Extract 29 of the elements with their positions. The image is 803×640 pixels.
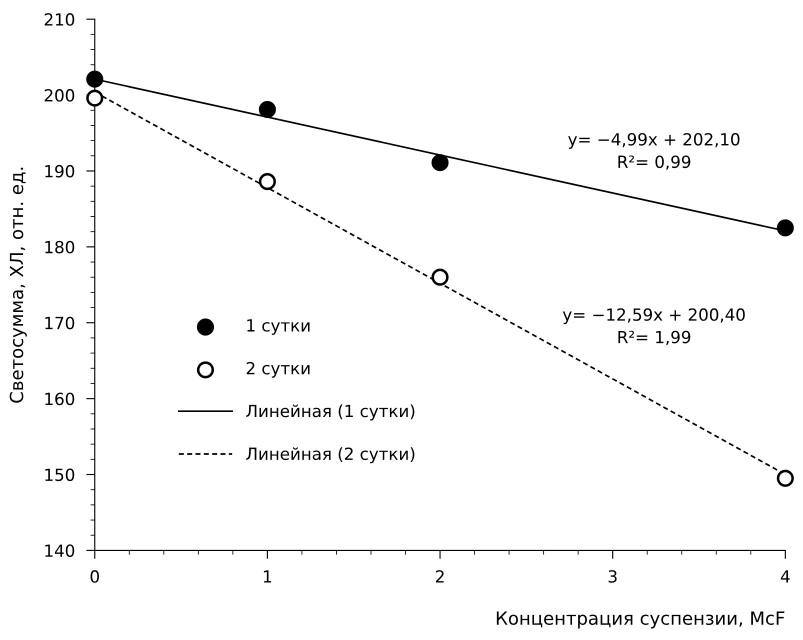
x-tick-label: 1 <box>264 570 272 583</box>
y-tick-label: 180 <box>45 240 74 254</box>
x-tick-label: 2 <box>436 570 444 583</box>
legend-label: 1 сутки <box>247 319 310 335</box>
y-tick-label: 140 <box>45 544 74 557</box>
y-tick-label: 210 <box>44 13 74 26</box>
y-tick-label: 200 <box>44 89 74 102</box>
point <box>432 154 449 172</box>
x-tick-label: 3 <box>608 570 617 583</box>
point <box>776 470 794 487</box>
annotation: y= −12,59x + 200,40 R²= 1,99 <box>562 308 745 346</box>
y-tick-label: 160 <box>45 392 74 406</box>
y-tick-label: 150 <box>45 468 74 482</box>
annotation: y= −4,99x + 202,10 R²= 0,99 <box>568 133 740 170</box>
point <box>776 219 794 236</box>
x-tick-label: 0 <box>90 570 99 583</box>
point <box>86 70 104 88</box>
point <box>258 100 276 118</box>
x-tick-label: 4 <box>780 570 790 583</box>
legend-label: Линейная (2 сутки) <box>246 447 414 464</box>
point <box>258 173 276 190</box>
point <box>432 268 449 286</box>
legend-label: Линейная (1 сутки) <box>246 404 414 421</box>
x-axis-title: Концентрация суспензии, McF <box>496 612 784 628</box>
y-tick-label: 190 <box>45 164 74 178</box>
y-tick-label: 170 <box>45 316 74 330</box>
point <box>86 90 104 107</box>
y-axis-title: Светосумма, ХЛ, отн. ед. <box>10 168 27 403</box>
legend-label: 2 сутки <box>246 362 310 378</box>
